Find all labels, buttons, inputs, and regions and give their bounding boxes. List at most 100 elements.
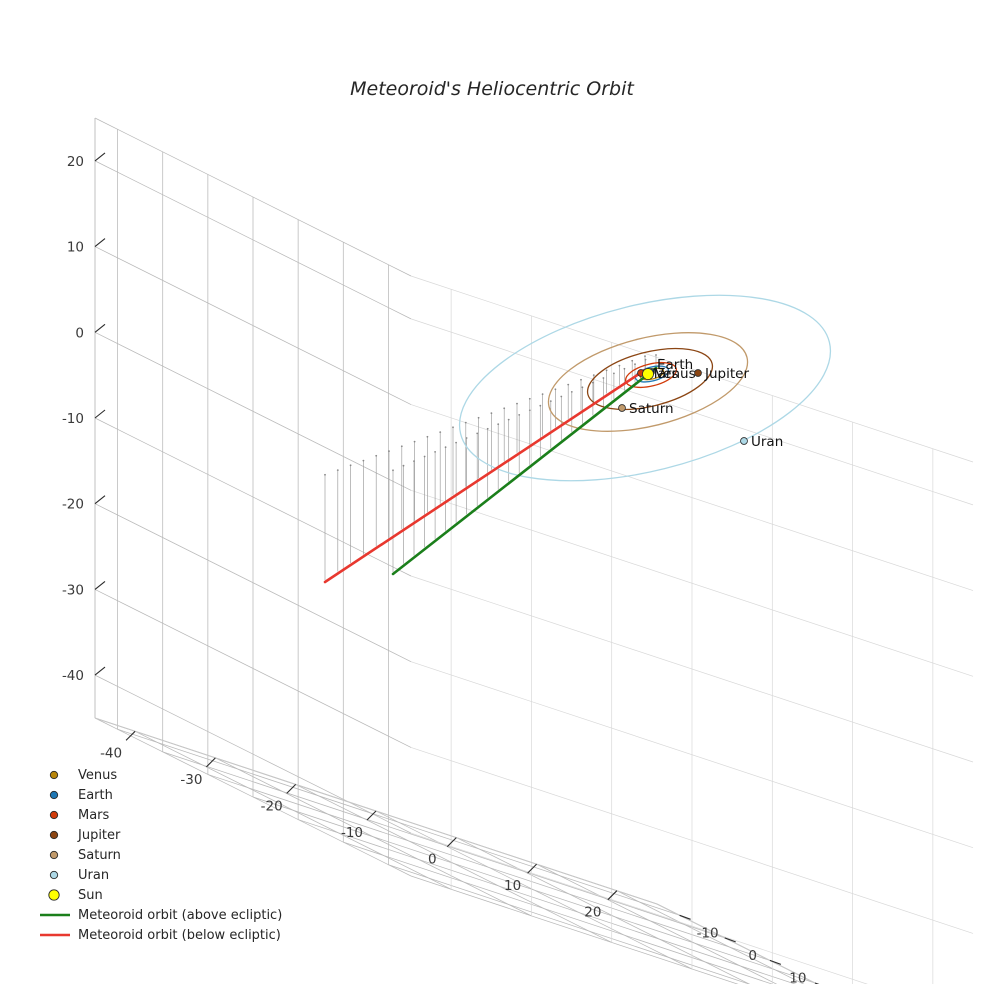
stem-cap [452, 426, 454, 429]
stem-cap [570, 391, 573, 393]
legend-item-earth[interactable]: Earth [49, 788, 113, 803]
body-marker-jupiter[interactable] [694, 369, 702, 377]
z-axis-tick-labels: 20 10 0 -10 -20 -30 -40 [62, 154, 84, 684]
body-sun[interactable] [642, 368, 654, 380]
legend-label: Uran [78, 868, 109, 883]
stem-cap [644, 355, 646, 357]
floor-grid-line-x [375, 810, 693, 970]
legend-item-venus[interactable]: Venus [49, 768, 117, 783]
stem-cap [518, 414, 521, 416]
orbit-ellipse-saturn [547, 332, 749, 432]
z-tick-label: -10 [62, 411, 84, 427]
legend-marker-icon [49, 790, 59, 800]
stem-cap [465, 437, 468, 439]
legend-item-saturn[interactable]: Saturn [49, 848, 121, 863]
y-tick-mark [769, 959, 782, 965]
legend-marker-icon [49, 870, 59, 880]
legend-item-jupiter[interactable]: Jupiter [49, 828, 121, 843]
z-tick-label: 10 [67, 240, 84, 256]
body-marker-saturn[interactable] [618, 404, 626, 412]
z-tick-mark [94, 666, 106, 676]
stem-cap [362, 459, 365, 462]
body-marker-sun[interactable] [642, 368, 654, 380]
legend-item-meteoroid-orbit-below-ecliptic[interactable]: Meteoroid orbit (below ecliptic) [40, 928, 281, 943]
legend-label: Saturn [78, 848, 121, 863]
y-axis-tick-labels: -1001020304050 [697, 925, 807, 984]
y-tick-label: 10 [789, 970, 806, 984]
meteoroid-orbit-below-ecliptic[interactable] [323, 368, 647, 584]
axes-spines [94, 118, 819, 984]
body-label-mars: Mars [646, 366, 679, 382]
x-tick-label: 20 [584, 905, 601, 921]
z-tick-mark [94, 409, 106, 419]
meteoroid-trajectory[interactable] [323, 366, 658, 584]
stem-cap [567, 383, 570, 386]
x-axis-tick-labels: -40 -30 -20 -10 0 10 20 [100, 745, 601, 920]
stem-cap [413, 440, 416, 443]
z-tick-label: 20 [67, 154, 84, 170]
x-tick-label: -40 [100, 745, 122, 761]
body-label-earth: Earth [657, 357, 693, 373]
page-title: Meteoroid's Heliocentric Orbit [350, 78, 635, 100]
stem-cap [623, 367, 626, 370]
stem-cap [560, 395, 563, 398]
legend-item-uran[interactable]: Uran [49, 868, 109, 883]
stem-cap [392, 469, 394, 472]
meteoroid-orbit-above-ecliptic[interactable] [391, 366, 658, 576]
legend-marker-icon [48, 889, 60, 901]
z-tick-label: -30 [62, 582, 84, 598]
stem-cap [581, 386, 584, 389]
stem-cap [400, 445, 403, 448]
stem-cap [516, 402, 518, 405]
legend-label: Earth [78, 788, 113, 803]
legend-item-meteoroid-orbit-above-ecliptic[interactable]: Meteoroid orbit (above ecliptic) [40, 908, 282, 923]
body-label-uran: Uran [751, 434, 783, 450]
legend-marker-icon [49, 850, 59, 860]
z-tick-mark [94, 238, 106, 248]
stem-cap [477, 416, 480, 419]
stem-cap [580, 378, 582, 381]
floor-grid-line-x [295, 784, 612, 943]
floor-grid-line-x [215, 757, 532, 917]
stem-cap [634, 363, 636, 366]
stem-cap [605, 369, 608, 372]
stem-cap [455, 441, 457, 444]
z-tick-label: 0 [75, 325, 84, 341]
floor-edge [656, 903, 818, 984]
stem-cap [592, 381, 594, 384]
y-tick-mark [679, 914, 691, 920]
floor-grid-line-x [456, 837, 750, 984]
stem-cap [541, 393, 544, 395]
x-tick-mark [527, 863, 537, 874]
stem-cap [602, 377, 605, 379]
stem-cap [631, 359, 634, 362]
x-tick-mark [286, 784, 297, 794]
stem-cap [539, 404, 542, 407]
body-uran[interactable]: Uran [740, 434, 784, 450]
body-saturn[interactable]: Saturn [618, 401, 674, 417]
body-label-venus: Venus [655, 366, 696, 382]
stem-cap [507, 418, 510, 421]
x-tick-label: 0 [428, 852, 437, 868]
stem-cap [618, 364, 621, 367]
body-label-jupiter: Jupiter [704, 366, 749, 382]
stem-cap [549, 400, 552, 402]
stem-cap [375, 454, 378, 457]
body-jupiter[interactable]: Jupiter [694, 366, 750, 382]
stem-cap [554, 388, 557, 391]
axes-ticks [94, 152, 820, 984]
body-marker-uran[interactable] [740, 437, 748, 445]
legend-item-sun[interactable]: Sun [48, 888, 103, 903]
x-tick-mark [125, 730, 136, 741]
x-tick-mark [607, 890, 618, 901]
legend-label: Sun [78, 888, 103, 903]
legend-item-mars[interactable]: Mars [49, 808, 110, 823]
floor-grid-line-y [388, 864, 751, 984]
stem-cap [402, 464, 405, 467]
stem-cap [486, 427, 489, 430]
axes-panes [94, 117, 974, 984]
legend[interactable]: Venus Earth Mars Jupiter Saturn Uran Sun Meteor… [40, 768, 282, 943]
x-tick-label: 10 [504, 878, 521, 894]
